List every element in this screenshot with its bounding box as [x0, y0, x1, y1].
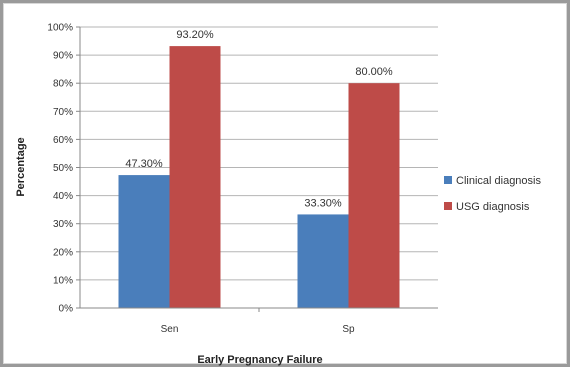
bar: [297, 214, 349, 308]
legend-label: USG diagnosis: [456, 201, 530, 213]
data-label: 33.30%: [304, 197, 342, 209]
legend: Clinical diagnosis USG diagnosis: [444, 175, 541, 213]
data-label: 93.20%: [176, 29, 214, 41]
data-label: 47.30%: [125, 158, 163, 170]
y-tick-label: 20%: [53, 247, 73, 258]
legend-swatch: [444, 202, 452, 210]
bars: [118, 46, 400, 308]
x-tick-label: Sp: [342, 324, 355, 335]
y-tick-label: 70%: [53, 107, 73, 118]
x-tick-label: Sen: [161, 324, 179, 335]
x-tick-labels: Sen Sp: [161, 324, 355, 335]
axes: [79, 27, 438, 312]
y-tick-label: 30%: [53, 219, 73, 230]
y-tick-label: 10%: [53, 275, 73, 286]
y-axis-title: Percentage: [15, 137, 27, 196]
x-axis-title: Early Pregnancy Failure: [197, 354, 322, 366]
bar: [118, 175, 170, 308]
bar: [169, 46, 221, 308]
y-tick-label: 80%: [53, 79, 73, 90]
legend-label: Clinical diagnosis: [456, 175, 541, 187]
y-tick-label: 0%: [59, 304, 74, 315]
y-tick-label: 40%: [53, 191, 73, 202]
y-tick-label: 50%: [53, 163, 73, 174]
y-tick-label: 60%: [53, 135, 73, 146]
y-tick-labels: 0% 10% 20% 30% 40% 50% 60% 70% 80% 90% 100%: [47, 23, 73, 315]
y-tick-label: 100%: [47, 23, 73, 34]
legend-swatch: [444, 176, 452, 184]
y-tick-label: 90%: [53, 51, 73, 62]
bar: [348, 83, 400, 308]
data-label: 80.00%: [355, 66, 393, 78]
data-labels: 47.30% 93.20% 33.30% 80.00%: [125, 29, 393, 209]
